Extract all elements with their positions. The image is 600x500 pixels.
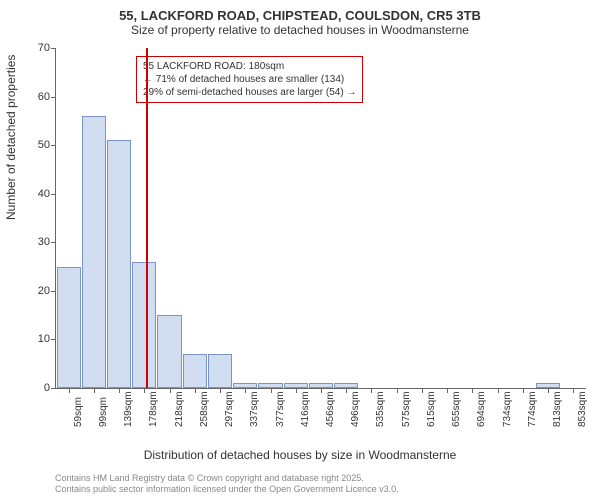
x-tick-label: 655sqm bbox=[451, 391, 462, 427]
x-tick-mark bbox=[397, 388, 398, 393]
y-tick-label: 20 bbox=[24, 285, 50, 297]
x-tick-label: 178sqm bbox=[148, 391, 159, 427]
annotation-box: 55 LACKFORD ROAD: 180sqm ← 71% of detach… bbox=[136, 56, 363, 103]
x-tick-mark bbox=[548, 388, 549, 393]
y-tick-mark bbox=[51, 194, 56, 195]
x-tick-label: 218sqm bbox=[174, 391, 185, 427]
annotation-line1: 55 LACKFORD ROAD: 180sqm bbox=[143, 60, 356, 73]
x-tick-label: 416sqm bbox=[300, 391, 311, 427]
x-tick-label: 496sqm bbox=[350, 391, 361, 427]
annotation-line3: 29% of semi-detached houses are larger (… bbox=[143, 86, 356, 99]
y-tick-label: 70 bbox=[24, 42, 50, 54]
footer-line2: Contains public sector information licen… bbox=[55, 484, 399, 496]
x-tick-mark bbox=[245, 388, 246, 393]
annotation-line2: ← 71% of detached houses are smaller (13… bbox=[143, 73, 356, 86]
x-tick-label: 694sqm bbox=[476, 391, 487, 427]
y-tick-mark bbox=[51, 291, 56, 292]
bar bbox=[157, 315, 181, 388]
x-tick-label: 456sqm bbox=[325, 391, 336, 427]
bar bbox=[107, 140, 131, 388]
plot-area: 55 LACKFORD ROAD: 180sqm ← 71% of detach… bbox=[55, 48, 586, 389]
x-tick-label: 297sqm bbox=[224, 391, 235, 427]
x-tick-mark bbox=[69, 388, 70, 393]
x-tick-label: 99sqm bbox=[98, 397, 109, 427]
bar bbox=[183, 354, 207, 388]
y-tick-mark bbox=[51, 242, 56, 243]
x-tick-mark bbox=[144, 388, 145, 393]
x-tick-mark bbox=[422, 388, 423, 393]
x-tick-label: 813sqm bbox=[552, 391, 563, 427]
x-tick-label: 774sqm bbox=[527, 391, 538, 427]
bar bbox=[82, 116, 106, 388]
x-tick-label: 139sqm bbox=[123, 391, 134, 427]
x-tick-label: 853sqm bbox=[577, 391, 588, 427]
y-tick-label: 10 bbox=[24, 333, 50, 345]
y-axis-label: Number of detached properties bbox=[4, 55, 18, 220]
y-tick-label: 50 bbox=[24, 139, 50, 151]
x-tick-mark bbox=[371, 388, 372, 393]
x-tick-mark bbox=[296, 388, 297, 393]
y-tick-label: 30 bbox=[24, 236, 50, 248]
footer-text: Contains HM Land Registry data © Crown c… bbox=[55, 473, 399, 496]
y-tick-label: 60 bbox=[24, 91, 50, 103]
x-tick-mark bbox=[321, 388, 322, 393]
y-tick-mark bbox=[51, 339, 56, 340]
x-tick-label: 535sqm bbox=[375, 391, 386, 427]
bar bbox=[208, 354, 232, 388]
y-tick-label: 0 bbox=[24, 382, 50, 394]
x-tick-label: 337sqm bbox=[249, 391, 260, 427]
y-tick-mark bbox=[51, 48, 56, 49]
bar bbox=[132, 262, 156, 388]
y-tick-mark bbox=[51, 97, 56, 98]
x-axis-label: Distribution of detached houses by size … bbox=[0, 448, 600, 462]
y-tick-label: 40 bbox=[24, 188, 50, 200]
chart-title: 55, LACKFORD ROAD, CHIPSTEAD, COULSDON, … bbox=[0, 0, 600, 23]
x-tick-mark bbox=[346, 388, 347, 393]
y-tick-mark bbox=[51, 145, 56, 146]
x-tick-mark bbox=[170, 388, 171, 393]
x-tick-mark bbox=[447, 388, 448, 393]
y-tick-mark bbox=[51, 388, 56, 389]
x-tick-mark bbox=[195, 388, 196, 393]
chart-container: 55, LACKFORD ROAD, CHIPSTEAD, COULSDON, … bbox=[0, 0, 600, 500]
bar bbox=[57, 267, 81, 388]
x-tick-mark bbox=[573, 388, 574, 393]
footer-line1: Contains HM Land Registry data © Crown c… bbox=[55, 473, 399, 485]
x-tick-mark bbox=[472, 388, 473, 393]
x-tick-label: 615sqm bbox=[426, 391, 437, 427]
x-tick-mark bbox=[119, 388, 120, 393]
x-tick-mark bbox=[220, 388, 221, 393]
x-tick-label: 575sqm bbox=[401, 391, 412, 427]
x-tick-label: 377sqm bbox=[275, 391, 286, 427]
x-tick-label: 59sqm bbox=[73, 397, 84, 427]
x-tick-mark bbox=[271, 388, 272, 393]
x-tick-label: 734sqm bbox=[502, 391, 513, 427]
x-tick-mark bbox=[523, 388, 524, 393]
x-tick-mark bbox=[498, 388, 499, 393]
marker-line bbox=[146, 48, 148, 388]
x-tick-mark bbox=[94, 388, 95, 393]
chart-subtitle: Size of property relative to detached ho… bbox=[0, 23, 600, 41]
x-tick-label: 258sqm bbox=[199, 391, 210, 427]
